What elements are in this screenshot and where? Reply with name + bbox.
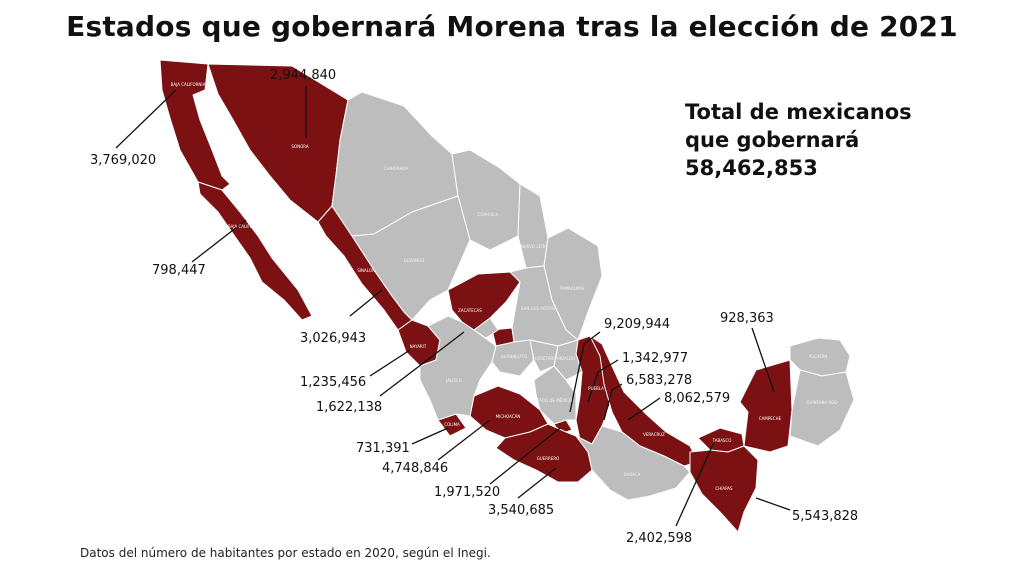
leader-line-baja-california	[115, 89, 177, 149]
state-label-quintana-roo: QUINTANA ROO	[806, 400, 837, 405]
state-label-veracruz: VERACRUZ	[643, 432, 665, 437]
state-label-tabasco: TABASCO	[712, 438, 732, 443]
leader-line-baja-california-sur	[191, 219, 247, 263]
leader-line-guerrero	[517, 467, 557, 499]
state-chiapas	[689, 445, 759, 533]
state-jalisco	[419, 315, 497, 421]
population-label-morelos: 1,971,520	[434, 485, 500, 500]
state-label-guanajuato: GUANAJUATO	[501, 354, 528, 359]
population-label-baja-california-sur: 798,447	[152, 263, 206, 278]
state-label-jalisco: JALISCO	[445, 378, 462, 383]
state-label-tamaulipas: TAMAULIPAS	[559, 286, 585, 291]
population-label-nayarit: 1,235,456	[300, 375, 366, 390]
population-label-sonora: 2,944,840	[270, 68, 336, 83]
population-label-colima: 731,391	[356, 441, 410, 456]
population-label-baja-california: 3,769,020	[90, 153, 156, 168]
total-value: 58,462,853	[685, 156, 818, 180]
state-label-coahuila: COAHUILA	[478, 212, 499, 217]
page-title: Estados que gobernará Morena tras la ele…	[66, 10, 958, 43]
state-label-baja-california-sur: BAJA CALIFORNIA SUR	[228, 224, 272, 229]
state-label-campeche: CAMPECHE	[759, 416, 782, 421]
leader-line-michoacan	[437, 419, 491, 461]
leader-line-veracruz	[627, 397, 661, 421]
state-label-sonora: SONORA	[291, 144, 308, 149]
population-label-zacatecas: 1,622,138	[316, 400, 382, 415]
population-label-puebla: 6,583,278	[626, 373, 692, 388]
state-label-queretaro: QUERÉTARO	[532, 356, 557, 361]
leader-line-tabasco	[675, 441, 715, 527]
state-regions	[159, 59, 855, 533]
leader-line-chiapas	[755, 497, 791, 511]
state-label-oaxaca: OAXACA	[624, 472, 641, 477]
state-nuevo-leon	[517, 183, 549, 269]
source-note: Datos del número de habitantes por estad…	[80, 546, 491, 560]
state-queretaro	[529, 339, 559, 373]
leader-line-campeche	[751, 327, 775, 393]
population-label-veracruz: 8,062,579	[664, 391, 730, 406]
state-label-san-luis-potosi: SAN LUIS POTOSÍ	[521, 306, 556, 311]
state-label-nayarit: NAYARIT	[410, 344, 427, 349]
leader-line-puebla	[603, 383, 623, 421]
state-label-hidalgo: HIDALGO	[557, 356, 575, 361]
total-line-2: que gobernará	[685, 128, 860, 152]
state-oaxaca	[575, 425, 691, 501]
state-baja-california	[159, 59, 231, 191]
state-label-michoacan: MICHOACÁN	[496, 414, 521, 419]
state-label-durango: DURANGO	[404, 258, 425, 263]
state-label-sinaloa: SINALOA	[357, 268, 375, 273]
population-label-campeche: 928,363	[720, 311, 774, 326]
state-label-nuevo-leon: NUEVO LEÓN	[521, 244, 547, 249]
leader-line-morelos	[489, 427, 561, 485]
population-label-guerrero: 3,540,685	[488, 503, 554, 518]
state-label-chihuahua: CHIHUAHUA	[384, 166, 409, 171]
state-label-chiapas: CHIAPAS	[715, 486, 733, 491]
leader-lines	[115, 86, 791, 527]
leader-line-nayarit	[369, 349, 411, 377]
population-label-michoacan: 4,748,846	[382, 461, 448, 476]
state-aguascalientes	[473, 317, 499, 339]
leader-line-sinaloa	[349, 289, 383, 317]
state-name-labels: BAJA CALIFORNIA BAJA CALIFORNIA SUR SONORA…	[171, 82, 838, 491]
population-label-sinaloa: 3,026,943	[300, 331, 366, 346]
state-label-guerrero: GUERRERO	[537, 456, 560, 461]
state-label-puebla: PUEBLA	[588, 386, 604, 391]
state-campeche	[739, 359, 793, 453]
population-label-cdmx: 9,209,944	[604, 317, 670, 332]
total-line-1: Total de mexicanos	[685, 100, 912, 124]
state-estado-de-mexico	[533, 365, 577, 425]
population-label-tlaxcala: 1,342,977	[622, 351, 688, 366]
state-label-colima: COLIMA	[444, 422, 460, 427]
population-label-chiapas: 5,543,828	[792, 509, 858, 524]
total-box: Total de mexicanos que gobernará 58,462,…	[685, 98, 912, 182]
state-quintana-roo	[789, 369, 855, 447]
leader-line-zacatecas	[379, 331, 465, 397]
state-durango	[351, 195, 471, 321]
population-label-tabasco: 2,402,598	[626, 531, 692, 546]
state-label-yucatan: YUCATÁN	[808, 354, 827, 359]
state-label-baja-california: BAJA CALIFORNIA	[171, 82, 206, 87]
population-labels: 3,769,020 798,447 2,944,840 3,026,943 1,235,…	[90, 68, 858, 546]
leader-line-cdmx	[569, 331, 601, 413]
state-label-zacatecas: ZACATECAS	[458, 308, 482, 313]
state-label-estado-de-mexico: ESTADO DE MÉXICO	[532, 398, 572, 403]
leader-line-colima	[411, 427, 449, 445]
leader-line-tlaxcala	[587, 359, 619, 403]
state-guanajuato	[491, 339, 535, 377]
